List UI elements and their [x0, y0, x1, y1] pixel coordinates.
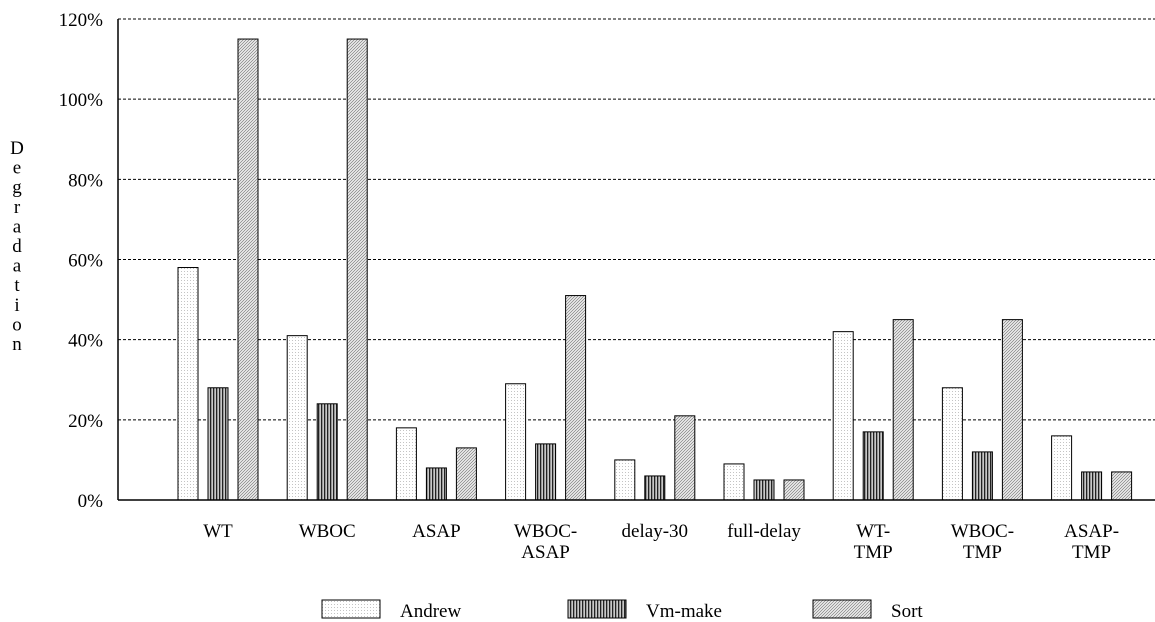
x-category-label: WBOC-ASAP [514, 521, 577, 563]
legend-label-sort: Sort [891, 601, 923, 622]
bar-vm-make [1081, 471, 1103, 501]
bar-andrew [1051, 435, 1073, 501]
bar-andrew [286, 335, 308, 501]
bar-sort [1111, 471, 1133, 501]
bar-sort [237, 38, 259, 501]
legend-label-andrew: Andrew [400, 601, 461, 622]
bar-andrew [505, 383, 527, 501]
x-category-label: WBOC-TMP [951, 521, 1014, 563]
y-tick-label: 0% [78, 491, 104, 512]
y-tick-label: 60% [68, 251, 103, 272]
x-category-label: ASAP-TMP [1064, 521, 1119, 563]
bar-sort [892, 319, 914, 501]
bar-sort [674, 415, 696, 501]
y-tick-label: 100% [59, 90, 104, 111]
bar-vm-make [644, 475, 666, 501]
legend-swatch-andrew [321, 599, 381, 619]
bar-andrew [395, 427, 417, 501]
bar-sort [565, 295, 587, 501]
legend-label-vm-make: Vm-make [646, 601, 722, 622]
x-category-label: delay-30 [622, 521, 688, 542]
bar-andrew [723, 463, 745, 501]
y-tick-label: 80% [68, 170, 103, 191]
bar-vm-make [971, 451, 993, 501]
bar-vm-make [862, 431, 884, 501]
bar-vm-make [316, 403, 338, 501]
x-category-label: full-delay [727, 521, 801, 542]
x-category-label: WBOC [299, 521, 356, 542]
bar-andrew [832, 331, 854, 501]
legend-swatch-sort [812, 599, 872, 619]
bar-sort [1001, 319, 1023, 501]
bar-andrew [614, 459, 636, 501]
x-category-label: WT-TMP [854, 521, 893, 563]
bar-sort [783, 479, 805, 501]
bar-sort [455, 447, 477, 501]
y-tick-label: 40% [68, 331, 103, 352]
bar-andrew [177, 267, 199, 501]
y-tick-label: 20% [68, 411, 103, 432]
legend-swatch-vm-make [567, 599, 627, 619]
bar-vm-make [535, 443, 557, 501]
y-tick-label: 120% [59, 10, 104, 31]
bar-sort [346, 38, 368, 501]
bar-vm-make [207, 387, 229, 501]
x-category-label: ASAP [412, 521, 461, 542]
bar-andrew [941, 387, 963, 501]
bar-vm-make [753, 479, 775, 501]
bar-vm-make [425, 467, 447, 501]
x-category-label: WT [203, 521, 233, 542]
